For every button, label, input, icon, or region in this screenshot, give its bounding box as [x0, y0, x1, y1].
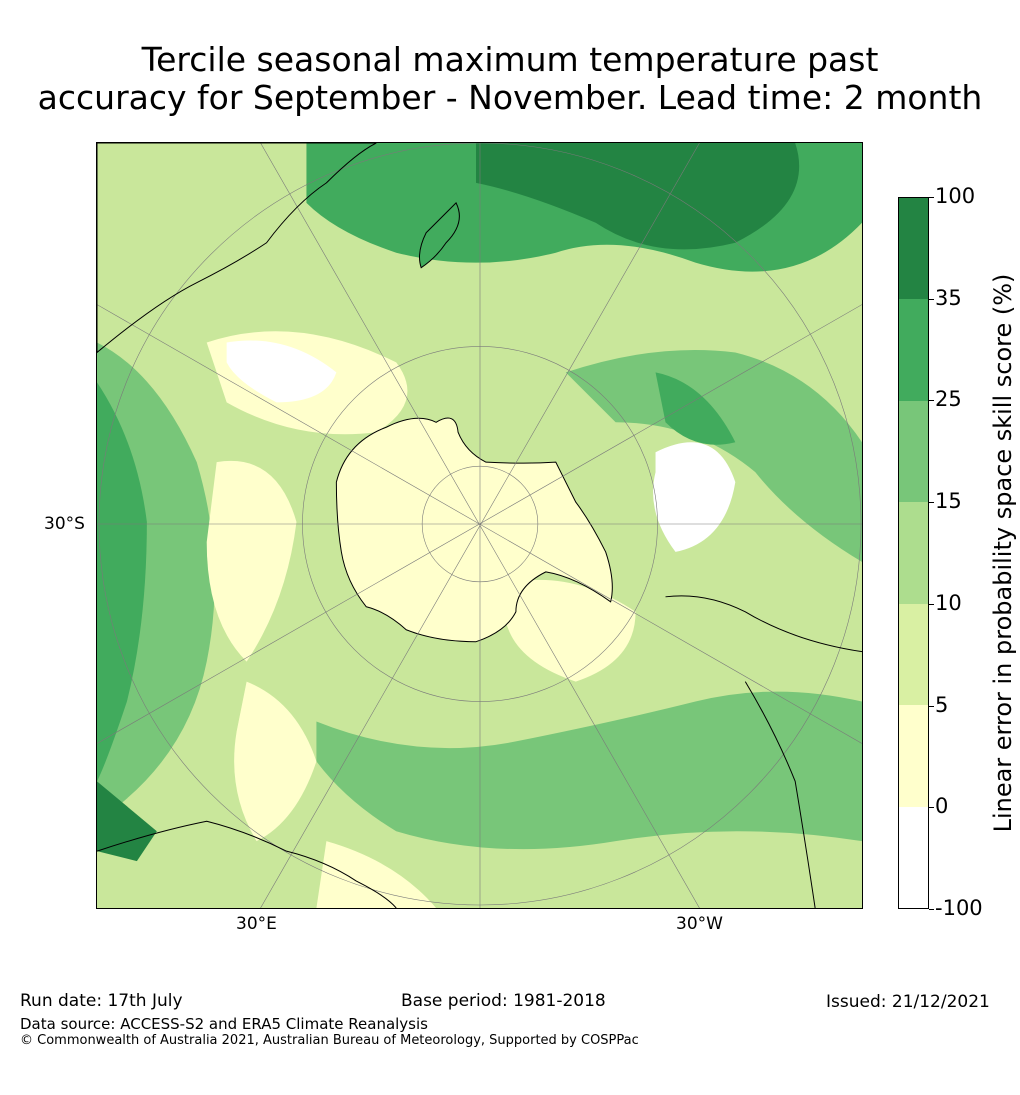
new-zealand — [419, 202, 460, 269]
skill-region-corner — [97, 781, 157, 862]
colorbar-segment — [899, 603, 928, 706]
skill-region-right — [565, 349, 862, 562]
skill-score-map — [96, 142, 863, 909]
colorbar-tick-label: 35 — [935, 285, 962, 310]
colorbar-tick-mark — [929, 807, 934, 809]
colorbar-tick-mark — [929, 298, 934, 300]
colorbar — [898, 197, 929, 909]
colorbar-segment — [899, 705, 928, 807]
data-source: Data source: ACCESS-S2 and ERA5 Climate … — [20, 1015, 428, 1033]
latitude-label-30s: 30°S — [44, 514, 85, 534]
colorbar-tick-label: 100 — [935, 184, 976, 208]
australia-coast — [97, 143, 377, 354]
colorbar-tick-label: 0 — [935, 794, 949, 819]
skill-region-none-1 — [226, 340, 337, 403]
skill-region-right-dark — [655, 372, 736, 445]
colorbar-label: Linear error in probability space skill … — [989, 273, 1017, 833]
copyright: © Commonwealth of Australia 2021, Austra… — [20, 1033, 639, 1048]
colorbar-tick-mark — [929, 909, 934, 910]
south-america-east — [744, 681, 816, 908]
graticule — [97, 143, 862, 908]
run-date: Run date: 17th July — [20, 991, 183, 1011]
antarctica — [335, 417, 613, 643]
colorbar-segment — [899, 502, 928, 604]
colorbar-tick-mark — [929, 400, 934, 402]
skill-region-low-4 — [234, 681, 317, 842]
issued-date: Issued: 21/12/2021 — [826, 992, 990, 1012]
africa-coast — [97, 820, 397, 908]
longitude-label-30w: 30°W — [676, 914, 723, 934]
colorbar-tick-mark — [929, 705, 934, 707]
south-america-coast — [665, 595, 862, 653]
base-period: Base period: 1981-2018 — [401, 991, 606, 1011]
skill-region-bottom — [316, 691, 862, 850]
title-line-1: Tercile seasonal maximum temperature pas… — [141, 40, 879, 79]
skill-region-low-3 — [505, 579, 636, 682]
colorbar-tick-label: 5 — [935, 692, 949, 717]
colorbar-segment — [899, 400, 928, 503]
colorbar-tick-label: 10 — [935, 590, 962, 615]
skill-region-very-high — [476, 143, 800, 250]
skill-region-low-2 — [206, 460, 297, 662]
colorbar-tick-label: 25 — [935, 387, 962, 412]
colorbar-segment — [899, 806, 928, 908]
colorbar-tick-label: -100 — [935, 896, 983, 920]
skill-region-low-5 — [316, 841, 437, 908]
colorbar-tick-mark — [929, 603, 934, 605]
colorbar-tick-mark — [929, 197, 934, 198]
colorbar-segment — [899, 198, 928, 300]
longitude-label-30e: 30°E — [236, 914, 277, 934]
skill-region-none-2 — [653, 442, 736, 552]
colorbar-tick-label: 15 — [935, 489, 962, 514]
title-line-2: accuracy for September - November. Lead … — [37, 78, 983, 117]
colorbar-segment — [899, 299, 928, 401]
colorbar-tick-mark — [929, 502, 934, 504]
skill-region-left-dark — [97, 382, 147, 782]
